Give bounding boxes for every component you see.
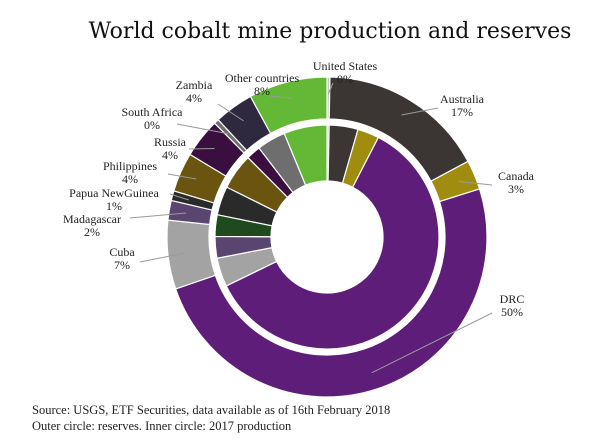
leader-papua-newguinea xyxy=(169,193,190,201)
label-pct-cuba: 7% xyxy=(114,258,130,272)
label-name-philippines: Philippines xyxy=(103,159,157,173)
label-south-africa: South Africa 0% xyxy=(122,105,184,132)
leader-canada xyxy=(458,180,493,186)
leader-cuba xyxy=(139,252,185,263)
leader-madagascar xyxy=(129,212,187,219)
label-pct-canada: 3% xyxy=(508,182,524,196)
label-pct-russia: 4% xyxy=(162,148,178,162)
label-name-cuba: Cuba xyxy=(109,245,135,259)
leader-philippines xyxy=(167,173,197,180)
label-cuba: Cuba 7% xyxy=(109,245,135,272)
label-zambia: Zambia 4% xyxy=(176,78,213,105)
label-russia: Russia 4% xyxy=(154,135,187,162)
leader-australia xyxy=(401,107,439,116)
leader-other-countries xyxy=(269,95,292,99)
leader-zambia xyxy=(217,103,244,122)
label-pct-zambia: 4% xyxy=(186,91,202,105)
label-pct-other-countries: 8% xyxy=(254,84,270,98)
label-drc: DRC 50% xyxy=(500,292,525,319)
label-name-madagascar: Madagascar xyxy=(63,212,121,226)
leader-south-africa xyxy=(176,123,229,135)
label-name-papua-newguinea: Papua NewGuinea xyxy=(69,186,159,200)
label-madagascar: Madagascar 2% xyxy=(63,212,121,239)
label-pct-papua-newguinea: 1% xyxy=(106,199,122,213)
leader-united-states xyxy=(327,82,334,95)
label-papua-newguinea: Papua NewGuinea 1% xyxy=(69,186,159,213)
label-pct-australia: 17% xyxy=(451,105,473,119)
label-pct-south-africa: 0% xyxy=(144,118,160,132)
label-name-australia: Australia xyxy=(440,92,485,106)
label-name-russia: Russia xyxy=(154,135,187,149)
outer-slice-drc xyxy=(174,188,488,398)
label-philippines: Philippines 4% xyxy=(103,159,157,186)
ring-legend-note: Outer circle: reserves. Inner circle: 20… xyxy=(32,419,292,433)
label-name-south-africa: South Africa xyxy=(122,105,184,119)
label-name-drc: DRC xyxy=(500,292,525,306)
label-name-united-states: United States xyxy=(313,59,378,73)
leader-drc xyxy=(371,312,493,374)
inner-ring-production xyxy=(214,124,440,350)
label-australia: Australia 17% xyxy=(440,92,485,119)
outer-ring-reserves xyxy=(166,76,488,398)
source-note: Source: USGS, ETF Securities, data avail… xyxy=(32,403,390,417)
label-other-countries: Other countries 8% xyxy=(225,71,300,98)
slice-labels: United States 0%Australia 17%Canada 3%DRC 50… xyxy=(63,59,535,319)
label-name-zambia: Zambia xyxy=(176,78,213,92)
inner-slice-drc xyxy=(225,136,440,350)
leader-lines xyxy=(129,82,493,374)
label-name-canada: Canada xyxy=(498,169,535,183)
label-name-other-countries: Other countries xyxy=(225,71,300,85)
chart-title: World cobalt mine production and reserve… xyxy=(89,19,572,44)
label-united-states: United States 0% xyxy=(313,59,378,86)
label-canada: Canada 3% xyxy=(498,169,535,196)
label-pct-madagascar: 2% xyxy=(84,225,100,239)
label-pct-united-states: 0% xyxy=(337,72,353,86)
outer-slice-other-countries xyxy=(249,76,328,135)
label-pct-drc: 50% xyxy=(501,305,523,319)
label-pct-philippines: 4% xyxy=(122,172,138,186)
inner-slice-other-countries xyxy=(283,124,328,187)
